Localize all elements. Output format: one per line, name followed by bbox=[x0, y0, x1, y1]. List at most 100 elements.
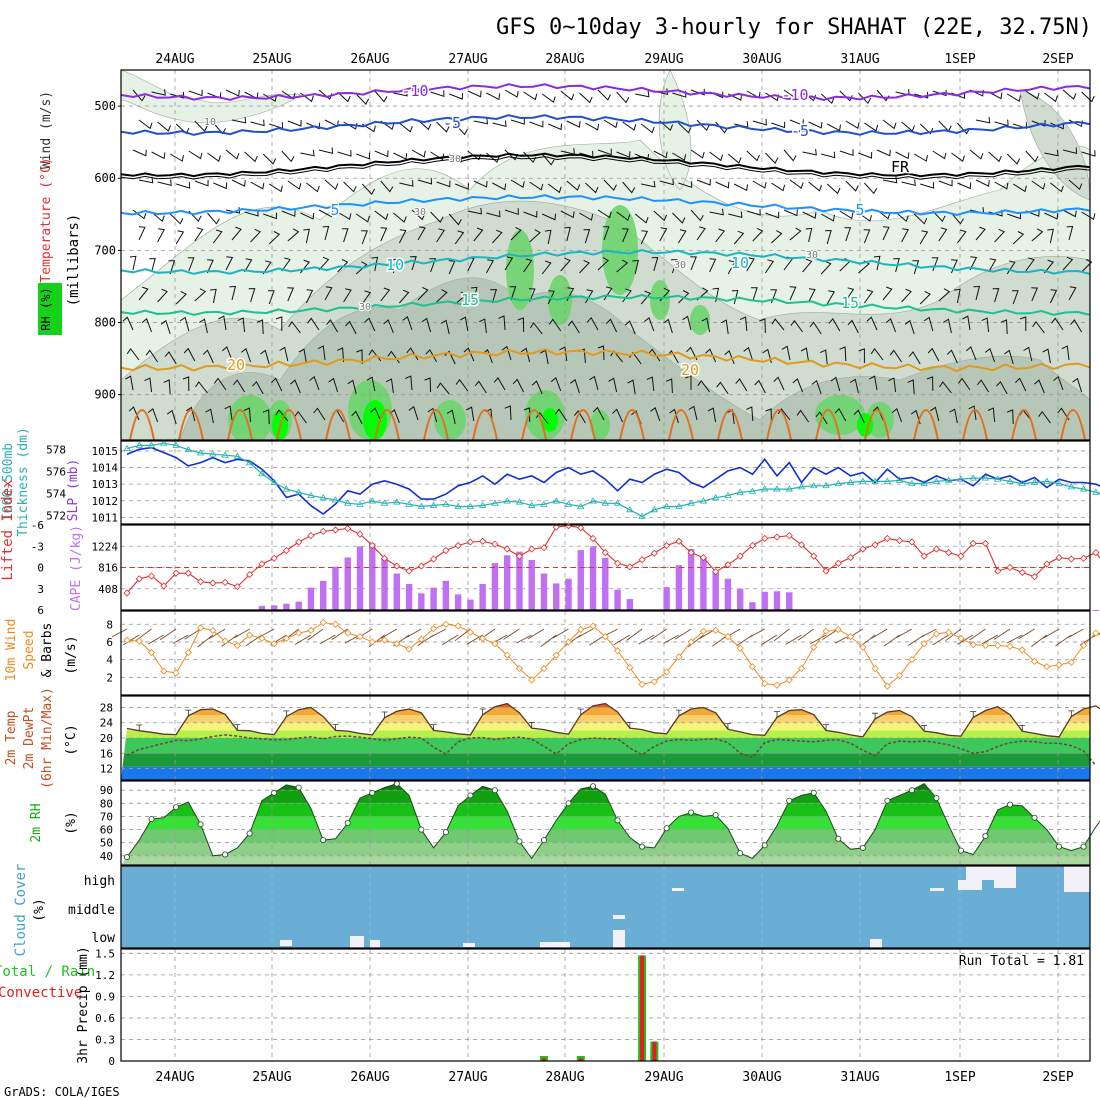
wind-barb bbox=[393, 89, 408, 97]
wind-barb bbox=[802, 148, 817, 156]
cape-label: CAPE (J/kg) bbox=[69, 525, 84, 611]
date-label-top: 1SEP bbox=[944, 52, 975, 67]
thickness-marker bbox=[859, 477, 867, 484]
wind10m-barb bbox=[516, 634, 532, 644]
wind-barb bbox=[345, 320, 357, 335]
surface-temp-contour bbox=[815, 409, 841, 441]
li-marker bbox=[589, 534, 597, 543]
wind-barb bbox=[194, 227, 204, 242]
wind-barb bbox=[820, 260, 832, 275]
wind-barb bbox=[686, 346, 698, 361]
wind-barb bbox=[1044, 92, 1058, 103]
thickness-marker bbox=[846, 478, 855, 485]
thickness-marker bbox=[601, 499, 609, 506]
wind-barb bbox=[1023, 346, 1033, 362]
wind-barb bbox=[705, 348, 717, 363]
thickness-marker bbox=[662, 502, 671, 509]
wind10m-marker bbox=[920, 640, 928, 648]
wind-barb bbox=[138, 119, 153, 130]
wind-barb bbox=[510, 118, 525, 125]
wind-barb bbox=[919, 230, 929, 245]
wind-barb bbox=[653, 210, 668, 222]
pressure-tick-label: 800 bbox=[94, 316, 116, 330]
wind-barb bbox=[648, 348, 661, 362]
thickness-marker bbox=[528, 501, 536, 508]
li-marker bbox=[932, 545, 940, 553]
li-marker bbox=[834, 559, 842, 567]
wind-barb bbox=[977, 379, 990, 393]
wind10m-barb bbox=[626, 628, 643, 641]
wind-barb bbox=[405, 375, 413, 391]
wind-barb bbox=[873, 255, 881, 271]
temp-contour--10 bbox=[120, 83, 1091, 102]
wind-barb bbox=[411, 149, 426, 158]
panel-frame bbox=[120, 610, 1091, 696]
wind-barb bbox=[398, 229, 407, 244]
temp-minmax-bar bbox=[185, 709, 192, 716]
run-total-label: Run Total = 1.81 bbox=[959, 954, 1084, 969]
wind-barb bbox=[126, 347, 140, 361]
precip-convective-bar bbox=[541, 1058, 546, 1061]
wind-barb bbox=[739, 316, 748, 332]
wind10m-barb bbox=[159, 628, 177, 641]
wind-barb bbox=[547, 290, 555, 305]
wind-barb bbox=[262, 93, 277, 102]
surface-temp-contour bbox=[570, 409, 596, 441]
wind-barb bbox=[839, 210, 854, 220]
wind10m-barb bbox=[810, 634, 827, 645]
wind10m-barb bbox=[111, 628, 128, 638]
wind-barb bbox=[383, 319, 394, 334]
wind-barb bbox=[709, 151, 724, 162]
wind10m-barb bbox=[307, 628, 324, 641]
precip-tick-label: 0.3 bbox=[95, 1033, 115, 1046]
wind-barb bbox=[486, 210, 501, 218]
wind10m-marker bbox=[221, 637, 229, 645]
wind-barb bbox=[863, 289, 874, 304]
wind-barb bbox=[256, 319, 264, 335]
li-marker bbox=[430, 555, 438, 563]
temp-contour-15 bbox=[120, 293, 1091, 316]
temp-minmax-bar bbox=[430, 724, 437, 731]
wind10m-marker bbox=[1018, 646, 1026, 654]
panel-frame bbox=[120, 524, 1091, 611]
wind-barb bbox=[682, 315, 692, 331]
wind-barb bbox=[318, 209, 333, 218]
cape-bar bbox=[724, 578, 732, 610]
cape-bar bbox=[258, 605, 266, 610]
temp2m-label-2: 2m DewPt bbox=[22, 707, 37, 770]
thickness-marker bbox=[994, 475, 1002, 482]
wind10m-barb bbox=[785, 634, 802, 645]
surface-temp-contour bbox=[178, 409, 204, 441]
wind10m-marker bbox=[184, 648, 192, 657]
precip-tick-label: 1.2 bbox=[95, 969, 115, 982]
wind-barb bbox=[170, 91, 185, 99]
wind-barb bbox=[943, 318, 952, 334]
wind-barb bbox=[584, 289, 594, 304]
wind-barb bbox=[597, 148, 612, 156]
li-marker bbox=[883, 534, 891, 543]
wind-barb bbox=[429, 258, 437, 273]
wind-barb bbox=[634, 153, 649, 161]
temp2m-tick-label: 28 bbox=[100, 701, 113, 714]
wind-barb bbox=[962, 315, 971, 331]
wind-barb bbox=[752, 118, 767, 126]
date-label-top: 27AUG bbox=[448, 52, 487, 67]
wind-barb bbox=[169, 153, 184, 162]
wind-barb bbox=[380, 180, 394, 193]
wind-barb bbox=[554, 408, 568, 422]
wind10m-barb bbox=[993, 628, 1011, 640]
wind-barb bbox=[1006, 153, 1021, 165]
li-marker bbox=[1043, 560, 1051, 568]
wind10m-marker bbox=[393, 640, 401, 648]
wind-barb bbox=[696, 226, 706, 241]
cape-bar bbox=[761, 591, 768, 610]
wind10m-barb bbox=[172, 634, 189, 644]
wind-barb bbox=[341, 228, 349, 243]
wind-barb bbox=[455, 378, 469, 392]
cloud-tick-label: high bbox=[84, 874, 115, 889]
wind-barb bbox=[579, 92, 593, 104]
li-marker bbox=[945, 549, 953, 557]
li-marker bbox=[822, 567, 830, 575]
wind-barb bbox=[175, 291, 187, 305]
